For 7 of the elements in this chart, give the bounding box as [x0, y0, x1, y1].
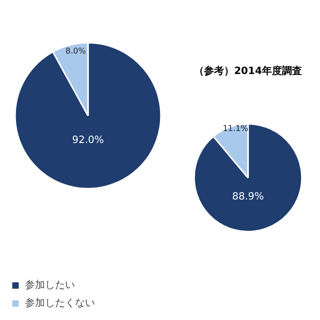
legend-label: 参加したい: [25, 278, 75, 292]
data-label: 11.1%: [222, 124, 249, 134]
data-label: 88.9%: [232, 191, 264, 202]
data-label: 92.0%: [72, 134, 104, 146]
chart-title: （参考）2014年度調査: [194, 64, 302, 77]
data-label: 8.0%: [66, 46, 86, 56]
legend-label: 参加したくない: [25, 296, 95, 310]
